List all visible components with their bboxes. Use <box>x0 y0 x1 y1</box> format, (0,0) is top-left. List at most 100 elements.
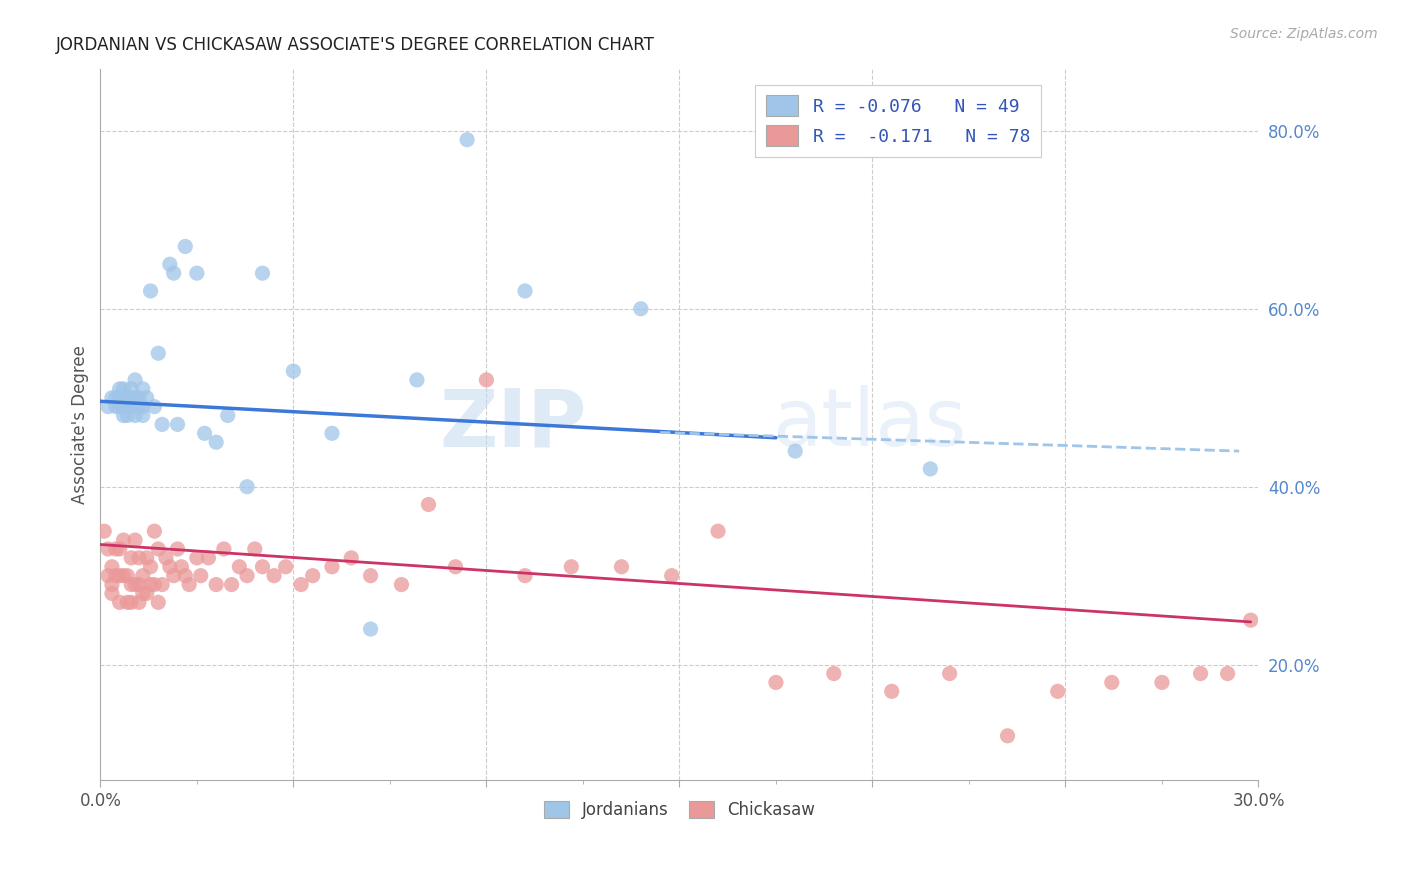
Point <box>112 533 135 547</box>
Point <box>101 577 124 591</box>
Point <box>143 400 166 414</box>
Point <box>108 541 131 556</box>
Point <box>765 675 787 690</box>
Point <box>360 622 382 636</box>
Point <box>179 577 201 591</box>
Point <box>124 533 146 547</box>
Point <box>997 729 1019 743</box>
Point <box>610 559 633 574</box>
Point <box>155 550 177 565</box>
Point <box>1101 675 1123 690</box>
Point <box>263 568 285 582</box>
Point <box>221 577 243 591</box>
Text: JORDANIAN VS CHICKASAW ASSOCIATE'S DEGREE CORRELATION CHART: JORDANIAN VS CHICKASAW ASSOCIATE'S DEGRE… <box>56 36 655 54</box>
Point <box>707 524 730 538</box>
Point <box>150 577 173 591</box>
Point <box>120 550 142 565</box>
Point <box>159 257 181 271</box>
Point <box>93 524 115 538</box>
Point <box>120 382 142 396</box>
Point <box>1189 666 1212 681</box>
Point <box>217 409 239 423</box>
Point <box>108 391 131 405</box>
Point <box>148 346 170 360</box>
Point <box>630 301 652 316</box>
Point <box>1046 684 1069 698</box>
Point <box>132 568 155 582</box>
Point <box>290 577 312 591</box>
Point <box>108 568 131 582</box>
Point <box>197 550 219 565</box>
Point <box>166 541 188 556</box>
Point <box>120 577 142 591</box>
Point <box>228 559 250 574</box>
Point <box>920 462 942 476</box>
Point <box>97 400 120 414</box>
Point <box>513 284 536 298</box>
Point <box>252 266 274 280</box>
Point <box>444 559 467 574</box>
Point <box>135 550 157 565</box>
Point <box>120 391 142 405</box>
Point <box>190 568 212 582</box>
Point <box>128 391 150 405</box>
Point <box>132 586 155 600</box>
Point <box>205 435 228 450</box>
Point <box>148 595 170 609</box>
Point <box>1216 666 1239 681</box>
Point <box>104 391 127 405</box>
Point <box>128 400 150 414</box>
Point <box>101 391 124 405</box>
Point <box>117 391 139 405</box>
Point <box>117 568 139 582</box>
Text: ZIP: ZIP <box>440 385 586 464</box>
Point <box>243 541 266 556</box>
Point <box>108 595 131 609</box>
Point <box>108 400 131 414</box>
Point <box>117 409 139 423</box>
Point <box>159 559 181 574</box>
Point <box>236 480 259 494</box>
Point <box>418 498 440 512</box>
Point <box>117 400 139 414</box>
Point <box>128 577 150 591</box>
Point <box>132 409 155 423</box>
Point <box>560 559 582 574</box>
Point <box>112 400 135 414</box>
Point <box>661 568 683 582</box>
Point <box>163 568 186 582</box>
Y-axis label: Associate's Degree: Associate's Degree <box>72 345 89 504</box>
Point <box>97 568 120 582</box>
Point <box>120 595 142 609</box>
Point <box>166 417 188 432</box>
Point <box>139 284 162 298</box>
Point <box>112 382 135 396</box>
Point <box>148 541 170 556</box>
Point <box>124 373 146 387</box>
Point <box>128 595 150 609</box>
Point <box>101 586 124 600</box>
Point <box>139 559 162 574</box>
Point <box>150 417 173 432</box>
Point <box>112 391 135 405</box>
Point <box>135 391 157 405</box>
Point <box>785 444 807 458</box>
Point <box>321 426 343 441</box>
Point <box>252 559 274 574</box>
Point <box>456 133 478 147</box>
Point <box>360 568 382 582</box>
Point <box>128 550 150 565</box>
Point <box>143 524 166 538</box>
Point <box>120 400 142 414</box>
Point <box>132 382 155 396</box>
Point <box>1240 613 1263 627</box>
Point <box>212 541 235 556</box>
Point <box>194 426 217 441</box>
Point <box>186 266 208 280</box>
Point <box>170 559 193 574</box>
Point <box>163 266 186 280</box>
Point <box>101 559 124 574</box>
Point <box>274 559 297 574</box>
Point <box>104 541 127 556</box>
Point <box>112 568 135 582</box>
